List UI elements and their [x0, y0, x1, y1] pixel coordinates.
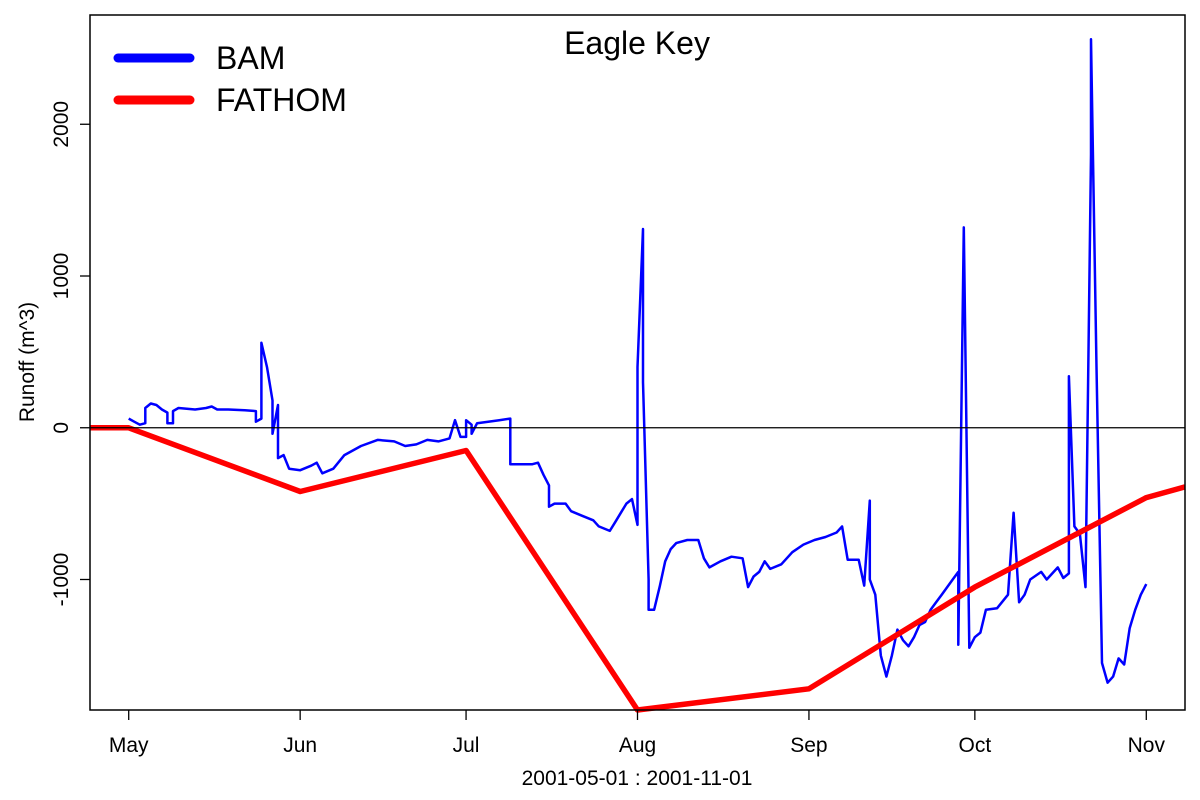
legend: BAM FATHOM [113, 40, 347, 118]
y-tick-label: 0 [50, 422, 73, 434]
x-tick-label: Sep [790, 734, 827, 757]
y-axis: -1000 0 1000 2000 [50, 101, 90, 606]
legend-label-bam: BAM [216, 40, 285, 76]
x-tick-label: Jun [283, 734, 317, 757]
series-line-bam [128, 38, 1148, 684]
legend-label-fathom: FATHOM [216, 82, 347, 118]
x-axis-label: 2001-05-01 : 2001-11-01 [522, 767, 753, 790]
x-tick-label: Nov [1128, 734, 1166, 757]
chart-title: Eagle Key [564, 25, 710, 61]
y-tick-label: 1000 [50, 253, 73, 300]
x-axis: May Jun Jul Aug Sep Oct Nov [109, 710, 1166, 757]
x-tick-label: May [109, 734, 149, 757]
y-tick-label: 2000 [50, 101, 73, 148]
y-tick-label: -1000 [50, 553, 73, 607]
x-tick-label: Aug [619, 734, 656, 757]
series-layer [90, 38, 1186, 713]
x-tick-label: Jul [453, 734, 480, 757]
x-tick-label: Oct [959, 734, 992, 757]
y-axis-label: Runoff (m^3) [16, 302, 39, 422]
